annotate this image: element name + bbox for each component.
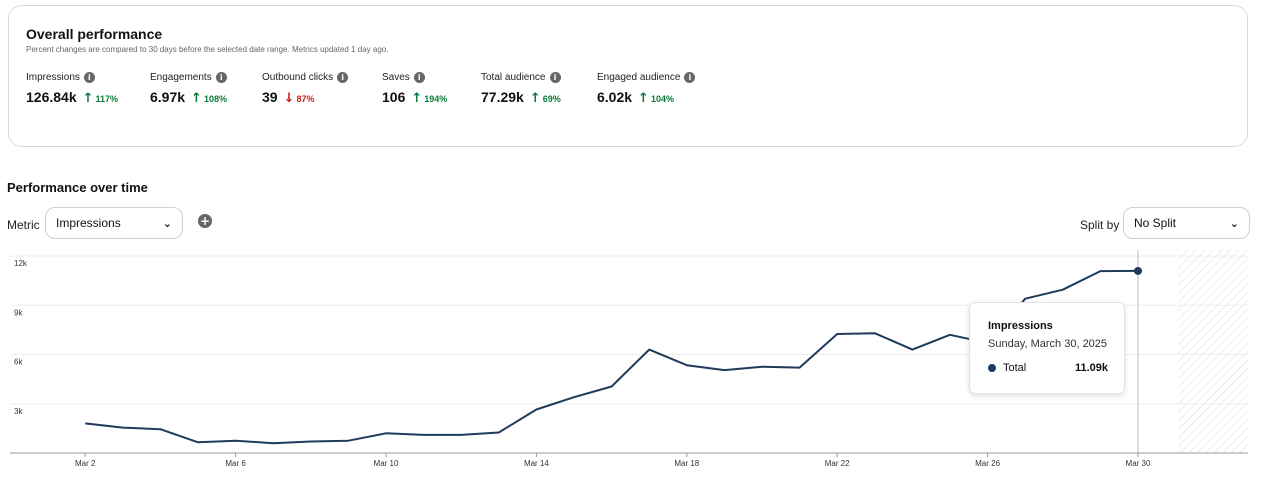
split-by-select-value: No Split bbox=[1134, 216, 1177, 230]
split-by-label: Split by bbox=[1080, 218, 1120, 232]
arrow-up-icon: ↑ bbox=[638, 91, 649, 106]
chart-tooltip: Impressions Sunday, March 30, 2025 Total… bbox=[969, 302, 1125, 394]
metric-change: ↓ 87% bbox=[283, 91, 315, 106]
x-tick-label: Mar 14 bbox=[524, 459, 549, 468]
x-tick-label: Mar 2 bbox=[75, 459, 96, 468]
tooltip-series-name: Total bbox=[1003, 362, 1027, 374]
metric-value: 6.02k bbox=[597, 89, 633, 105]
overall-performance-card: Overall performance Percent changes are … bbox=[8, 5, 1248, 147]
metric-change: ↑ 117% bbox=[82, 91, 119, 106]
metric-value: 39 bbox=[262, 89, 278, 105]
metric-total-audience[interactable]: Total audience i 77.29k ↑ 69% bbox=[481, 72, 561, 106]
metric-change: ↑ 69% bbox=[529, 91, 561, 106]
series-line-total bbox=[85, 269, 1139, 445]
metric-value: 126.84k bbox=[26, 89, 77, 105]
chevron-down-icon: ⌄ bbox=[162, 216, 172, 230]
tooltip-series-value: 11.09k bbox=[1074, 362, 1108, 374]
series-dot-icon bbox=[988, 364, 996, 372]
highlighted-data-point bbox=[1134, 266, 1142, 275]
info-icon[interactable]: i bbox=[337, 72, 349, 83]
metric-value: 106 bbox=[382, 89, 406, 105]
add-metric-button[interactable]: + bbox=[198, 214, 212, 228]
y-tick-label: 3k bbox=[14, 407, 23, 416]
metric-value: 77.29k bbox=[481, 89, 524, 105]
tooltip-title: Impressions bbox=[988, 320, 1053, 332]
info-icon[interactable]: i bbox=[215, 72, 227, 83]
metric-label: Saves bbox=[382, 72, 410, 83]
info-icon[interactable]: i bbox=[684, 72, 696, 83]
info-icon[interactable]: i bbox=[413, 72, 425, 83]
metric-label: Engaged audience bbox=[597, 72, 681, 83]
arrow-up-icon: ↑ bbox=[411, 91, 423, 106]
metric-engagements[interactable]: Engagements i 6.97k ↑ 108% bbox=[150, 72, 227, 106]
info-icon[interactable]: i bbox=[549, 72, 561, 83]
arrow-up-icon: ↑ bbox=[191, 91, 202, 106]
metric-change: ↑ 104% bbox=[638, 91, 674, 106]
x-tick-label: Mar 10 bbox=[374, 459, 399, 468]
metric-selector-label: Metric bbox=[7, 218, 40, 232]
info-icon[interactable]: i bbox=[83, 72, 95, 83]
arrow-up-icon: ↑ bbox=[82, 91, 94, 106]
metric-value: 6.97k bbox=[150, 89, 186, 105]
metric-outbound-clicks[interactable]: Outbound clicks i 39 ↓ 87% bbox=[262, 72, 349, 106]
metric-change: ↑ 108% bbox=[191, 91, 227, 106]
x-tick-label: Mar 22 bbox=[825, 459, 850, 468]
y-tick-label: 6k bbox=[14, 358, 23, 367]
arrow-up-icon: ↑ bbox=[529, 91, 541, 106]
chevron-down-icon: ⌄ bbox=[1229, 216, 1239, 230]
arrow-down-icon: ↓ bbox=[283, 91, 295, 106]
x-tick-label: Mar 30 bbox=[1126, 459, 1151, 468]
x-tick-label: Mar 18 bbox=[674, 459, 699, 468]
future-range-hatch bbox=[1178, 250, 1248, 453]
metric-label: Impressions bbox=[26, 72, 80, 83]
y-tick-label: 12k bbox=[14, 259, 28, 268]
tooltip-series-row: Total 11.09k bbox=[988, 362, 1108, 374]
metric-select-value: Impressions bbox=[56, 216, 121, 230]
metric-label: Outbound clicks bbox=[262, 72, 334, 83]
metric-label: Total audience bbox=[481, 72, 546, 83]
metric-saves[interactable]: Saves i 106 ↑ 194% bbox=[382, 72, 447, 106]
split-by-select[interactable]: No Split ⌄ bbox=[1123, 207, 1250, 239]
tooltip-date: Sunday, March 30, 2025 bbox=[988, 338, 1108, 350]
x-tick-label: Mar 26 bbox=[975, 459, 1000, 468]
metric-select[interactable]: Impressions ⌄ bbox=[45, 207, 183, 239]
metric-engaged-audience[interactable]: Engaged audience i 6.02k ↑ 104% bbox=[597, 72, 696, 106]
overall-performance-title: Overall performance bbox=[26, 26, 163, 42]
overall-performance-subtitle: Percent changes are compared to 30 days … bbox=[26, 45, 389, 54]
metric-impressions[interactable]: Impressions i 126.84k ↑ 117% bbox=[26, 72, 118, 106]
performance-over-time-title: Performance over time bbox=[7, 180, 148, 195]
metric-label: Engagements bbox=[150, 72, 212, 83]
metric-change: ↑ 194% bbox=[411, 91, 448, 106]
x-tick-label: Mar 6 bbox=[225, 459, 246, 468]
y-tick-label: 9k bbox=[14, 308, 23, 317]
